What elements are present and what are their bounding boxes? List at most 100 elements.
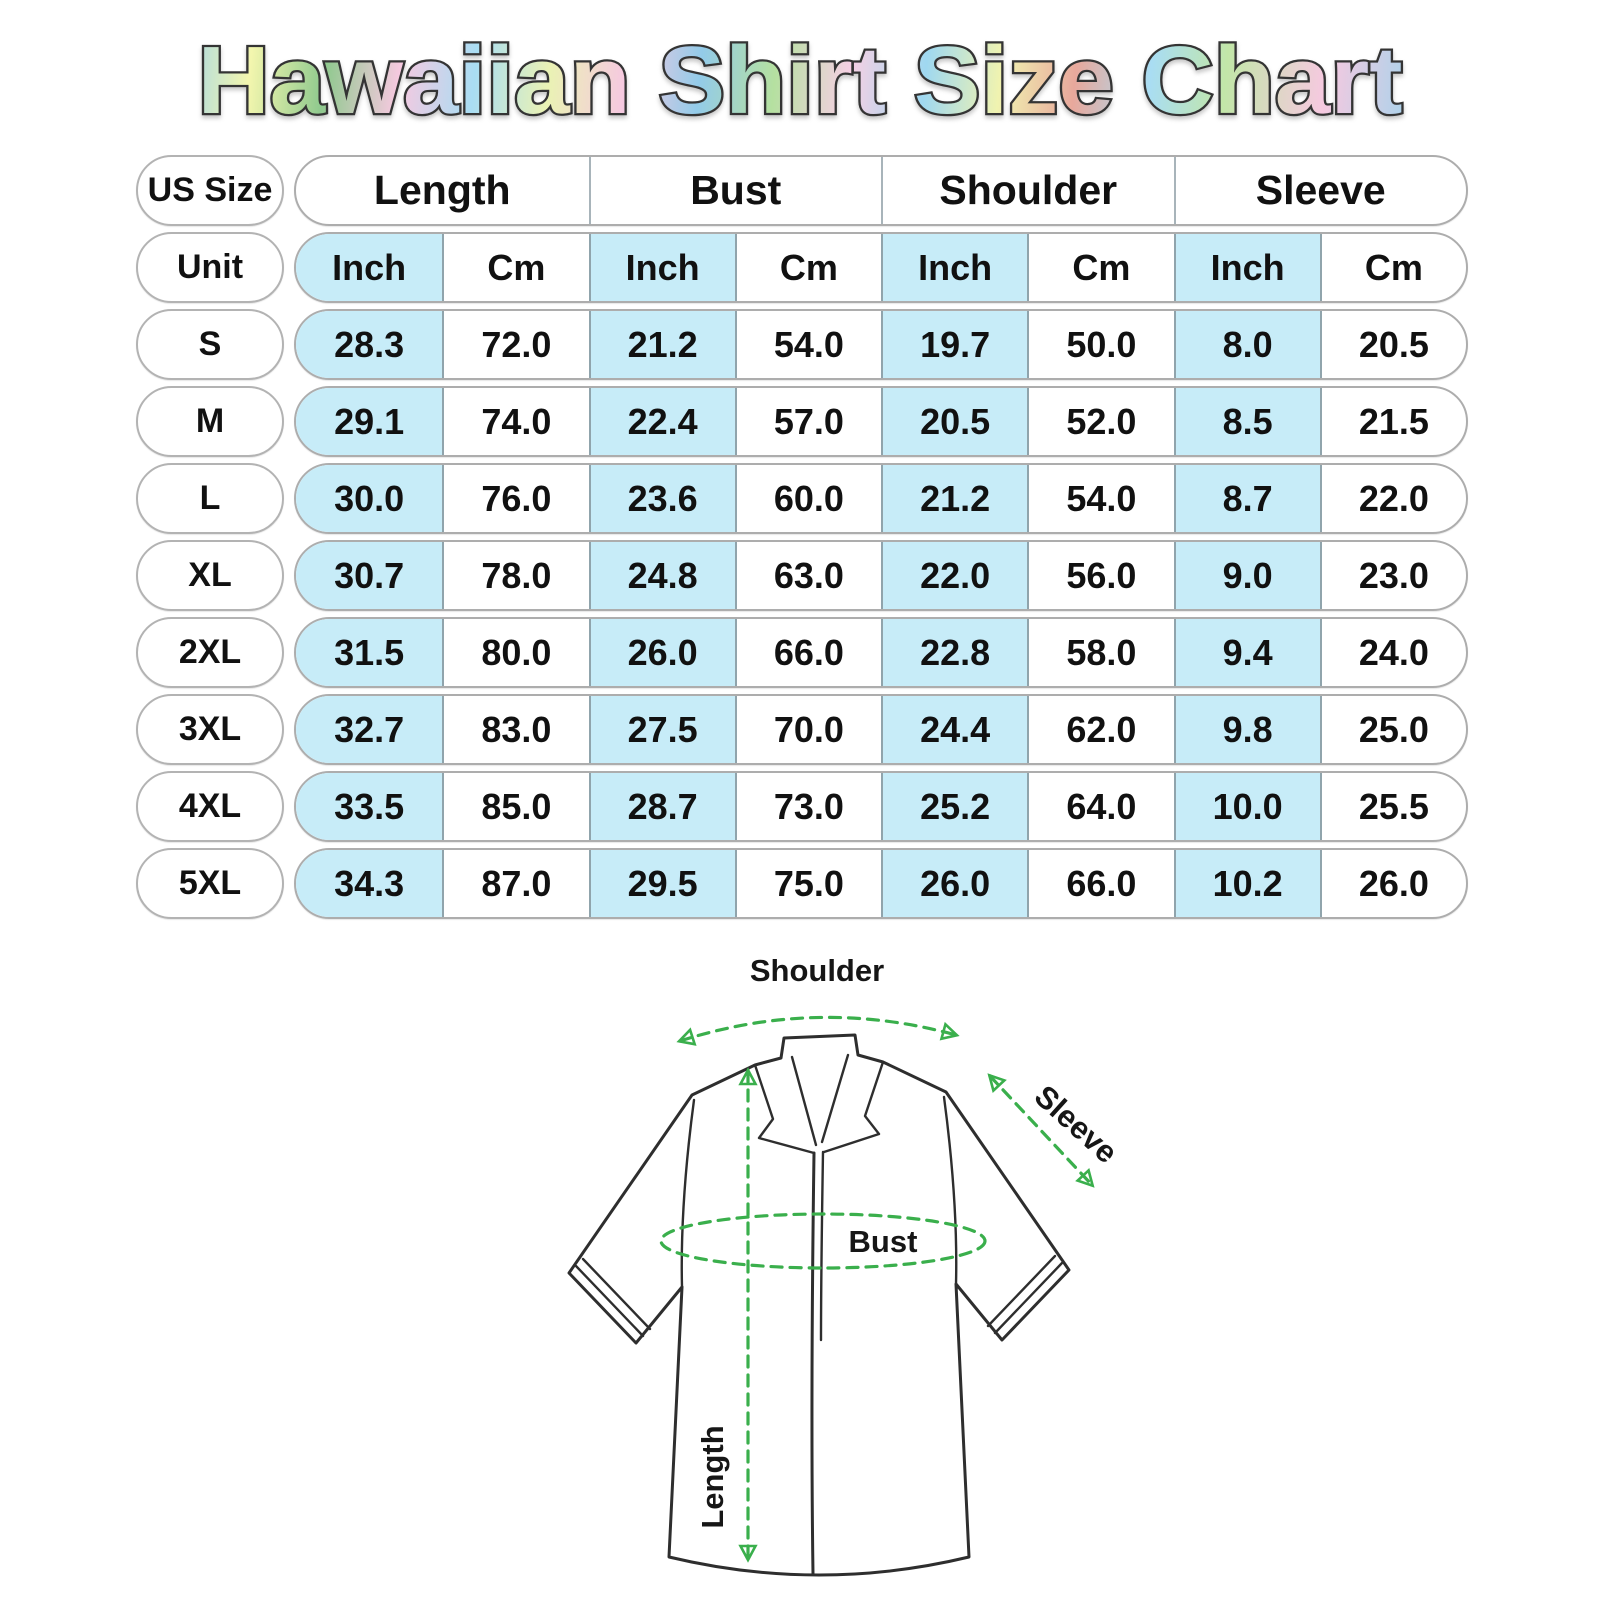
size-row-band: 33.5 85.0 28.7 73.0 25.2 64.0 10.0 25.5 xyxy=(294,771,1468,842)
value-cell: 21.5 xyxy=(1319,388,1466,455)
value-cell: 22.0 xyxy=(881,542,1028,609)
group-header-sleeve: Sleeve xyxy=(1173,157,1467,224)
value-cell: 22.4 xyxy=(588,388,735,455)
value-cell: 10.2 xyxy=(1173,850,1320,917)
value-cell: 9.4 xyxy=(1173,619,1320,686)
value-cell: 8.5 xyxy=(1173,388,1320,455)
table-row: 2XL 31.5 80.0 26.0 66.0 22.8 58.0 9.4 24.0 xyxy=(136,617,1468,688)
value-cell: 22.0 xyxy=(1319,465,1466,532)
table-rows: S 28.3 72.0 21.2 54.0 19.7 50.0 8.0 20.5 M 29.1 74.… xyxy=(136,309,1468,919)
value-cell: 83.0 xyxy=(442,696,588,763)
unit-cell: Cm xyxy=(1319,234,1466,301)
value-cell: 29.5 xyxy=(588,850,735,917)
value-cell: 33.5 xyxy=(296,773,443,840)
armhole-right xyxy=(942,1095,958,1286)
value-cell: 58.0 xyxy=(1027,619,1173,686)
shirt-diagram-art: Shoulder Sleeve Bust Length xyxy=(567,953,1124,1577)
size-row-band: 31.5 80.0 26.0 66.0 22.8 58.0 9.4 24.0 xyxy=(294,617,1468,688)
value-cell: 54.0 xyxy=(1027,465,1173,532)
length-label: Length xyxy=(695,1425,730,1528)
title-art: Hawaiian Shirt Size Chart xyxy=(195,25,1405,137)
value-cell: 23.6 xyxy=(588,465,735,532)
cuff-left xyxy=(574,1257,652,1338)
size-chart-table: US Size Length Bust Shoulder Sleeve Unit… xyxy=(136,155,1468,919)
value-cell: 60.0 xyxy=(734,465,881,532)
table-row: M 29.1 74.0 22.4 57.0 20.5 52.0 8.5 21.5 xyxy=(136,386,1468,457)
placket-fold xyxy=(819,1150,825,1342)
value-cell: 34.3 xyxy=(296,850,443,917)
value-cell: 24.8 xyxy=(588,542,735,609)
group-header-band: Length Bust Shoulder Sleeve xyxy=(294,155,1468,226)
collar-right xyxy=(822,1053,885,1154)
value-cell: 74.0 xyxy=(442,388,588,455)
group-header-shoulder: Shoulder xyxy=(881,157,1174,224)
value-cell: 56.0 xyxy=(1027,542,1173,609)
value-cell: 23.0 xyxy=(1319,542,1466,609)
value-cell: 9.8 xyxy=(1173,696,1320,763)
value-cell: 21.2 xyxy=(588,311,735,378)
value-cell: 50.0 xyxy=(1027,311,1173,378)
table-row: XL 30.7 78.0 24.8 63.0 22.0 56.0 9.0 23.0 xyxy=(136,540,1468,611)
value-cell: 63.0 xyxy=(734,542,881,609)
value-cell: 22.8 xyxy=(881,619,1028,686)
value-cell: 31.5 xyxy=(296,619,443,686)
value-cell: 80.0 xyxy=(442,619,588,686)
unit-header-row: Unit Inch Cm Inch Cm Inch Cm Inch Cm xyxy=(136,232,1468,303)
value-cell: 26.0 xyxy=(588,619,735,686)
value-cell: 8.7 xyxy=(1173,465,1320,532)
unit-label: Unit xyxy=(136,232,284,303)
table-row: 3XL 32.7 83.0 27.5 70.0 24.4 62.0 9.8 25.0 xyxy=(136,694,1468,765)
table-row: 4XL 33.5 85.0 28.7 73.0 25.2 64.0 10.0 25.5 xyxy=(136,771,1468,842)
unit-header-band: Inch Cm Inch Cm Inch Cm Inch Cm xyxy=(294,232,1468,303)
unit-cell: Inch xyxy=(588,234,735,301)
size-label: 3XL xyxy=(136,694,284,765)
unit-cell: Inch xyxy=(296,234,443,301)
size-row-band: 32.7 83.0 27.5 70.0 24.4 62.0 9.8 25.0 xyxy=(294,694,1468,765)
value-cell: 62.0 xyxy=(1027,696,1173,763)
value-cell: 26.0 xyxy=(1319,850,1466,917)
value-cell: 25.0 xyxy=(1319,696,1466,763)
shirt-diagram: Shoulder Sleeve Bust Length xyxy=(512,935,1136,1608)
value-cell: 70.0 xyxy=(734,696,881,763)
unit-cell: Inch xyxy=(1173,234,1320,301)
group-header-row: US Size Length Bust Shoulder Sleeve xyxy=(136,155,1468,226)
size-label: M xyxy=(136,386,284,457)
value-cell: 24.0 xyxy=(1319,619,1466,686)
value-cell: 78.0 xyxy=(442,542,588,609)
value-cell: 21.2 xyxy=(881,465,1028,532)
placket-line xyxy=(810,1151,816,1576)
value-cell: 28.3 xyxy=(296,311,443,378)
group-header-bust: Bust xyxy=(588,157,882,224)
value-cell: 87.0 xyxy=(442,850,588,917)
size-row-band: 30.7 78.0 24.8 63.0 22.0 56.0 9.0 23.0 xyxy=(294,540,1468,611)
table-row: L 30.0 76.0 23.6 60.0 21.2 54.0 8.7 22.0 xyxy=(136,463,1468,534)
value-cell: 57.0 xyxy=(734,388,881,455)
unit-cell: Cm xyxy=(734,234,881,301)
sleeve-measure-arrow xyxy=(987,1073,1095,1188)
cuff-right xyxy=(986,1254,1064,1335)
value-cell: 52.0 xyxy=(1027,388,1173,455)
value-cell: 28.7 xyxy=(588,773,735,840)
corner-label: US Size xyxy=(136,155,284,226)
table-row: S 28.3 72.0 21.2 54.0 19.7 50.0 8.0 20.5 xyxy=(136,309,1468,380)
size-label: L xyxy=(136,463,284,534)
value-cell: 72.0 xyxy=(442,311,588,378)
size-label: 2XL xyxy=(136,617,284,688)
unit-cell: Cm xyxy=(1027,234,1173,301)
neckline xyxy=(790,1053,850,1147)
bust-label: Bust xyxy=(849,1224,918,1259)
value-cell: 27.5 xyxy=(588,696,735,763)
size-label: 5XL xyxy=(136,848,284,919)
value-cell: 19.7 xyxy=(881,311,1028,378)
value-cell: 32.7 xyxy=(296,696,443,763)
armhole-left xyxy=(680,1098,696,1289)
value-cell: 25.5 xyxy=(1319,773,1466,840)
shoulder-label: Shoulder xyxy=(750,953,884,988)
page-title: Hawaiian Shirt Size Chart xyxy=(198,27,1403,134)
value-cell: 20.5 xyxy=(1319,311,1466,378)
value-cell: 26.0 xyxy=(881,850,1028,917)
table-row: 5XL 34.3 87.0 29.5 75.0 26.0 66.0 10.2 26.0 xyxy=(136,848,1468,919)
group-header-length: Length xyxy=(373,167,511,213)
value-cell: 64.0 xyxy=(1027,773,1173,840)
unit-cell: Cm xyxy=(442,234,588,301)
